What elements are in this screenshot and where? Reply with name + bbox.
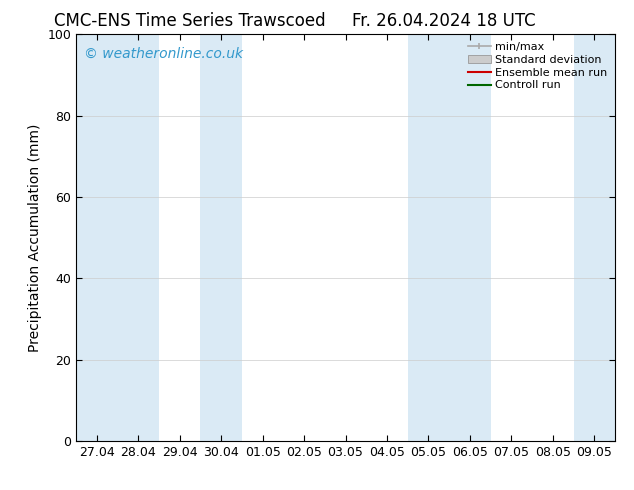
- Y-axis label: Precipitation Accumulation (mm): Precipitation Accumulation (mm): [28, 123, 42, 352]
- Bar: [408, 34, 491, 441]
- Text: Fr. 26.04.2024 18 UTC: Fr. 26.04.2024 18 UTC: [352, 12, 536, 30]
- Bar: [574, 34, 619, 441]
- Text: © weatheronline.co.uk: © weatheronline.co.uk: [84, 47, 243, 60]
- Bar: [200, 34, 242, 441]
- Legend: min/max, Standard deviation, Ensemble mean run, Controll run: min/max, Standard deviation, Ensemble me…: [466, 40, 609, 93]
- Bar: [76, 34, 159, 441]
- Text: CMC-ENS Time Series Trawscoed: CMC-ENS Time Series Trawscoed: [55, 12, 326, 30]
